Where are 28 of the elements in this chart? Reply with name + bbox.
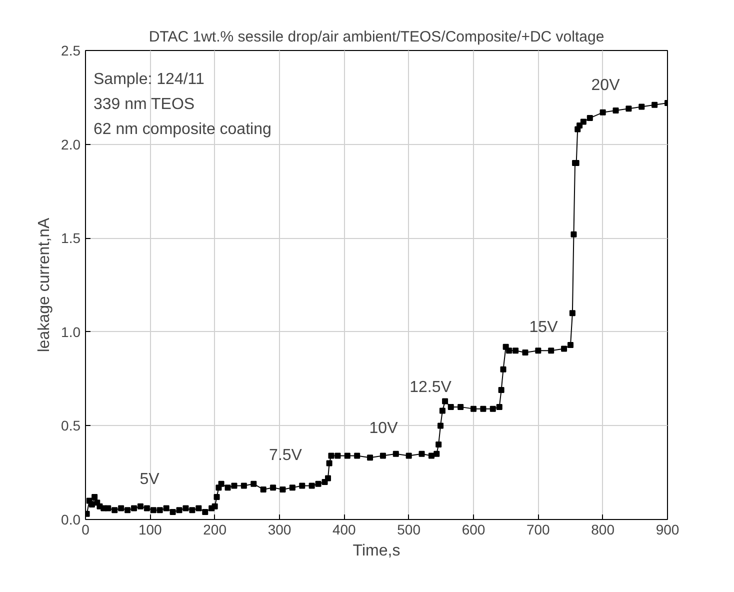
annotation: 10V	[369, 420, 398, 437]
x-axis-title: Time,s	[352, 542, 400, 560]
x-tick-label: 100	[138, 522, 162, 538]
annotation: 5V	[140, 471, 160, 488]
x-tick-label: 700	[526, 522, 550, 538]
annotation: 7.5V	[269, 447, 302, 464]
x-tick-label: 900	[656, 522, 680, 538]
y-tick-label: 2.0	[61, 136, 81, 152]
annotation: Sample: 124/11	[94, 71, 204, 88]
y-tick-label: 2.5	[61, 42, 81, 58]
x-tick-label: 600	[462, 522, 486, 538]
y-tick-label: 0.5	[61, 418, 81, 434]
annotation: 20V	[591, 77, 620, 94]
x-tick-label: 500	[397, 522, 421, 538]
x-tick-label: 200	[203, 522, 227, 538]
y-tick-label: 1.0	[61, 324, 81, 340]
y-axis-title: leakage current,nA	[36, 218, 54, 352]
x-tick-label: 400	[332, 522, 356, 538]
annotation: 15V	[529, 319, 558, 336]
x-tick-label: 800	[591, 522, 615, 538]
annotation: 339 nm TEOS	[94, 96, 195, 113]
chart-title: DTAC 1wt.% sessile drop/air ambient/TEOS/Composite/+DC voltage	[148, 28, 604, 46]
x-tick-label: 300	[268, 522, 292, 538]
annotation: 62 nm composite coating	[94, 121, 272, 138]
y-tick-label: 0.0	[61, 512, 81, 528]
annotation: 12.5V	[410, 379, 452, 396]
y-tick-label: 1.5	[61, 230, 81, 246]
x-tick-label: 0	[82, 522, 90, 538]
